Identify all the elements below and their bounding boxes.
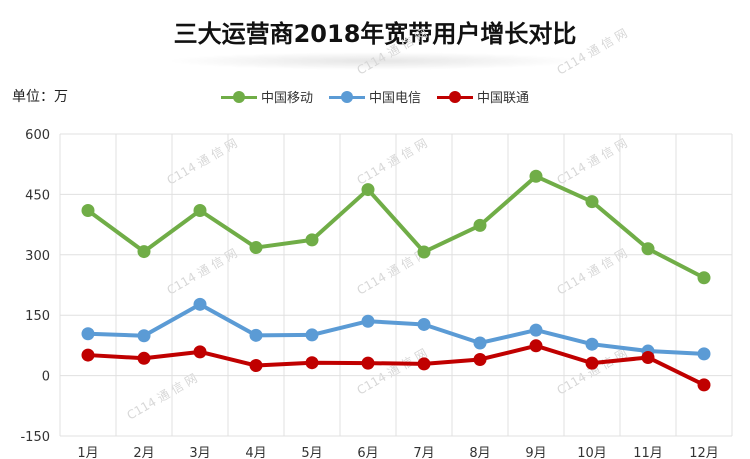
data-point — [585, 337, 599, 351]
y-tick-label: 300 — [25, 249, 50, 264]
series-line — [86, 174, 705, 280]
data-point — [417, 245, 431, 259]
data-point — [137, 351, 151, 365]
x-tick-label: 4月 — [245, 446, 266, 459]
legend-item-telecom: 中国电信 — [328, 87, 421, 106]
watermark-text: C114 通 信 网 — [555, 136, 630, 187]
data-point — [585, 356, 599, 370]
data-point — [529, 169, 543, 183]
chart-title: 三大运营商2018年宽带用户增长对比 — [173, 20, 577, 48]
y-tick-label: 450 — [25, 188, 50, 203]
x-tick-label: 10月 — [577, 446, 607, 459]
data-point — [137, 245, 151, 259]
series-layer — [81, 169, 711, 392]
title-shadow — [165, 52, 585, 70]
data-point — [417, 317, 431, 331]
x-tick-label: 12月 — [689, 446, 719, 459]
data-point — [81, 348, 95, 362]
data-point — [361, 183, 375, 197]
legend-label-telecom: 中国电信 — [368, 91, 421, 106]
data-point — [361, 356, 375, 370]
x-tick-label: 2月 — [133, 446, 154, 459]
legend-swatch-telecom — [328, 90, 365, 103]
y-tick-label: -150 — [20, 430, 50, 445]
data-point — [81, 327, 95, 341]
x-tick-label: 7月 — [413, 446, 434, 459]
x-tick-label: 9月 — [525, 446, 546, 459]
unit-label: 单位：万 — [12, 89, 68, 105]
data-point — [473, 336, 487, 350]
grid-layer — [59, 133, 733, 437]
watermark-text: C114 通 信 网 — [355, 136, 430, 187]
data-point — [193, 204, 207, 218]
x-tick-label: 11月 — [633, 446, 663, 459]
x-tick-layer: 1月 2月 3月 4月 5月 6月 7月 8月 9月 10月 11月 12月 — [77, 446, 718, 459]
legend-swatch-mobile — [220, 90, 257, 103]
y-tick-layer: -150 0 150 300 450 600 — [20, 128, 50, 445]
x-tick-label: 3月 — [189, 446, 210, 459]
x-tick-label: 6月 — [357, 446, 378, 459]
watermark-text: C114 通 信 网 — [555, 246, 630, 297]
y-tick-label: 150 — [25, 309, 50, 324]
legend-swatch-unicom — [437, 90, 473, 103]
data-point — [641, 242, 655, 256]
x-tick-label: 8月 — [469, 446, 490, 459]
data-point — [305, 328, 319, 342]
legend-label-mobile: 中国移动 — [260, 91, 313, 106]
watermark-text: C114 通 信 网 — [355, 346, 430, 397]
legend-item-mobile: 中国移动 — [220, 87, 313, 106]
data-point — [361, 314, 375, 328]
legend-label-unicom: 中国联通 — [477, 91, 530, 106]
data-point — [641, 350, 655, 364]
data-point — [417, 357, 431, 371]
x-tick-label: 5月 — [301, 446, 322, 459]
data-point — [249, 241, 263, 255]
data-point — [473, 218, 487, 232]
series-line — [87, 302, 705, 356]
y-tick-label: 0 — [42, 370, 50, 385]
data-point — [305, 356, 319, 370]
data-point — [697, 378, 711, 392]
data-point — [529, 339, 543, 353]
watermark-text: C114 通 信 网 — [125, 371, 200, 422]
data-point — [305, 233, 319, 247]
series-group — [81, 169, 711, 285]
series-line — [87, 343, 705, 387]
data-point — [529, 323, 543, 337]
data-point — [697, 347, 711, 361]
data-point — [249, 328, 263, 342]
data-point — [81, 204, 95, 218]
data-point — [137, 329, 151, 343]
data-point — [473, 352, 487, 366]
watermark-text: C114 通 信 网 — [355, 26, 430, 77]
data-point — [193, 345, 207, 359]
y-tick-label: 600 — [25, 128, 50, 143]
x-tick-label: 1月 — [77, 446, 98, 459]
data-point — [585, 195, 599, 209]
legend-item-unicom: 中国联通 — [437, 87, 529, 106]
data-point — [249, 359, 263, 373]
legend: 中国移动 中国电信 中国联通 — [0, 87, 750, 106]
series-group — [81, 339, 711, 392]
data-point — [697, 271, 711, 285]
data-point — [193, 297, 207, 311]
watermark-text: C114 通 信 网 — [555, 26, 630, 77]
